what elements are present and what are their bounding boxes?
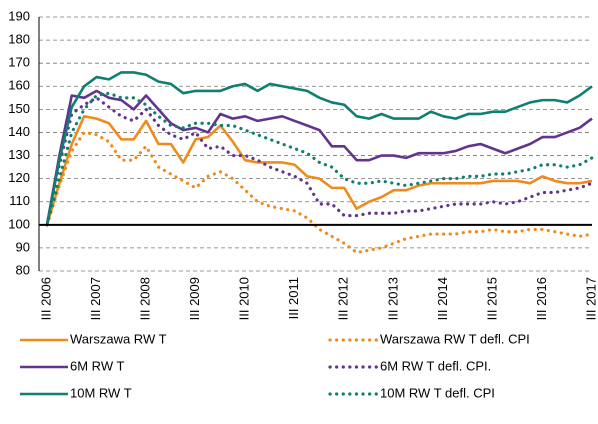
legend-label: 10M RW T defl. CPI bbox=[380, 385, 495, 400]
series-line bbox=[45, 89, 593, 226]
y-tick-label: 80 bbox=[16, 262, 30, 277]
legend-label: 6M RW T bbox=[70, 358, 124, 373]
y-tick-label: 100 bbox=[8, 216, 30, 231]
series-line bbox=[45, 91, 594, 227]
x-tick-label: III 2010 bbox=[237, 277, 252, 320]
legend-label: Warszawa RW T defl. CPI bbox=[380, 331, 530, 346]
legend-label: 10M RW T bbox=[70, 385, 132, 400]
x-tick-label: III 2017 bbox=[583, 277, 598, 320]
y-tick-label: 160 bbox=[8, 78, 30, 93]
x-tick-label: III 2011 bbox=[286, 277, 301, 319]
x-tick-label: III 2012 bbox=[336, 277, 351, 320]
legend-label: 6M RW T defl. CPI. bbox=[380, 358, 491, 373]
series-line bbox=[45, 130, 594, 255]
x-tick-label: III 2006 bbox=[38, 277, 53, 320]
y-tick-label: 170 bbox=[8, 55, 30, 70]
x-tick-label: III 2009 bbox=[187, 277, 202, 320]
x-tick-label: III 2008 bbox=[138, 277, 153, 320]
y-tick-label: 110 bbox=[9, 193, 30, 208]
y-tick-label: 150 bbox=[8, 101, 30, 116]
x-tick-label: III 2013 bbox=[385, 277, 400, 320]
legend-label: Warszawa RW T bbox=[70, 331, 167, 346]
y-tick-label: 180 bbox=[8, 32, 30, 47]
series-line bbox=[45, 71, 593, 226]
y-tick-label: 190 bbox=[8, 8, 30, 23]
y-tick-label: 140 bbox=[8, 124, 30, 139]
x-tick-label: III 2014 bbox=[435, 277, 450, 320]
y-tick-label: 120 bbox=[8, 170, 30, 185]
series-line bbox=[45, 96, 594, 227]
y-tick-label: 90 bbox=[16, 239, 30, 254]
series-line bbox=[45, 114, 593, 226]
y-tick-label: 130 bbox=[8, 147, 30, 162]
x-tick-label: III 2007 bbox=[88, 277, 103, 320]
x-tick-label: III 2015 bbox=[484, 277, 499, 320]
x-tick-label: III 2016 bbox=[534, 277, 549, 320]
